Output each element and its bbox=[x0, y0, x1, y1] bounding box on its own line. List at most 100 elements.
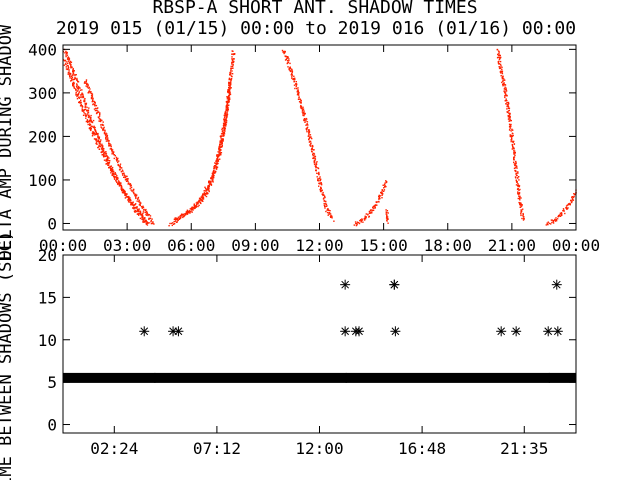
amp-point bbox=[146, 221, 148, 223]
amp-point bbox=[99, 143, 101, 145]
amp-point bbox=[230, 68, 232, 70]
amp-point bbox=[385, 213, 387, 215]
amp-point bbox=[86, 86, 89, 88]
amp-point bbox=[106, 136, 108, 138]
amp-point bbox=[92, 103, 95, 105]
amp-point bbox=[361, 219, 364, 221]
amp-point bbox=[202, 198, 205, 200]
amp-point bbox=[170, 222, 173, 225]
amp-point bbox=[195, 202, 198, 204]
amp-point bbox=[217, 157, 219, 159]
amp-point bbox=[139, 201, 141, 203]
amp-point bbox=[320, 190, 323, 192]
amp-point bbox=[364, 215, 366, 217]
amp-point bbox=[517, 197, 519, 200]
amp-point bbox=[70, 75, 73, 78]
amp-point bbox=[315, 167, 317, 169]
amp-point bbox=[508, 115, 510, 117]
amp-point bbox=[310, 148, 313, 151]
amp-point bbox=[228, 97, 230, 99]
amp-point bbox=[113, 154, 115, 156]
amp-point bbox=[573, 195, 575, 198]
amp-point bbox=[205, 188, 207, 190]
amp-point bbox=[125, 180, 128, 182]
amp-point bbox=[83, 82, 86, 84]
amp-point bbox=[516, 177, 519, 179]
amp-point bbox=[499, 71, 501, 73]
amp-point bbox=[218, 149, 220, 151]
amp-point bbox=[374, 207, 376, 209]
amp-point bbox=[142, 211, 145, 213]
amp-point bbox=[143, 218, 145, 220]
amp-point bbox=[222, 130, 224, 132]
amp-point bbox=[230, 67, 232, 69]
amp-point bbox=[500, 56, 502, 59]
amp-point bbox=[513, 140, 515, 143]
amp-point bbox=[198, 204, 200, 207]
amp-point bbox=[148, 222, 150, 224]
amp-point bbox=[177, 219, 179, 222]
amp-point bbox=[386, 215, 388, 217]
amp-point bbox=[230, 70, 232, 72]
amp-point bbox=[221, 139, 223, 141]
amp-point bbox=[102, 150, 104, 152]
amp-point bbox=[124, 191, 126, 193]
amp-point bbox=[226, 107, 228, 109]
amp-point bbox=[286, 59, 289, 62]
amp-point bbox=[95, 107, 97, 110]
amp-point bbox=[223, 132, 226, 134]
amp-point bbox=[99, 112, 101, 114]
amp-point bbox=[227, 109, 229, 111]
amp-point bbox=[545, 224, 547, 226]
amp-point bbox=[112, 173, 114, 175]
amp-point bbox=[216, 161, 218, 164]
amp-point bbox=[221, 127, 224, 129]
amp-point bbox=[92, 100, 94, 103]
amp-point bbox=[202, 193, 204, 195]
amp-point bbox=[227, 91, 229, 93]
amp-point bbox=[225, 115, 227, 117]
amp-point bbox=[287, 61, 289, 63]
amp-point bbox=[296, 94, 299, 96]
amp-point bbox=[208, 187, 210, 189]
amp-point bbox=[122, 170, 124, 172]
amp-point bbox=[105, 136, 107, 138]
amp-point bbox=[91, 132, 94, 134]
amp-point bbox=[224, 124, 226, 127]
amp-point bbox=[90, 97, 93, 100]
amp-point bbox=[231, 70, 233, 72]
amp-point bbox=[90, 125, 92, 127]
amp-point bbox=[134, 209, 136, 212]
amp-point bbox=[322, 193, 324, 196]
amp-point bbox=[171, 224, 173, 227]
amp-point bbox=[73, 86, 75, 89]
interval-point bbox=[551, 279, 562, 290]
amp-point bbox=[89, 119, 91, 122]
amp-point bbox=[101, 143, 103, 145]
amp-point bbox=[119, 163, 122, 165]
amp-point bbox=[181, 213, 183, 216]
amp-point bbox=[63, 60, 66, 62]
amp-point bbox=[378, 198, 380, 200]
amp-point bbox=[310, 145, 312, 147]
amp-point bbox=[100, 139, 102, 141]
amp-point bbox=[93, 132, 96, 134]
amp-point bbox=[90, 117, 92, 119]
amp-point bbox=[222, 140, 224, 142]
amp-point bbox=[230, 78, 232, 81]
amp-point bbox=[567, 207, 569, 209]
amp-point bbox=[376, 204, 378, 206]
amp-point bbox=[73, 70, 75, 72]
amp-point bbox=[515, 173, 517, 175]
amp-point bbox=[103, 159, 106, 161]
amp-point bbox=[516, 188, 519, 191]
amp-point bbox=[509, 112, 511, 115]
amp-point bbox=[572, 196, 575, 199]
amp-point bbox=[89, 116, 91, 118]
amp-point bbox=[123, 192, 125, 194]
amp-point bbox=[103, 155, 105, 157]
amp-point bbox=[515, 184, 518, 186]
amp-point bbox=[231, 60, 234, 62]
amp-point bbox=[85, 120, 88, 123]
amp-point bbox=[180, 216, 182, 218]
